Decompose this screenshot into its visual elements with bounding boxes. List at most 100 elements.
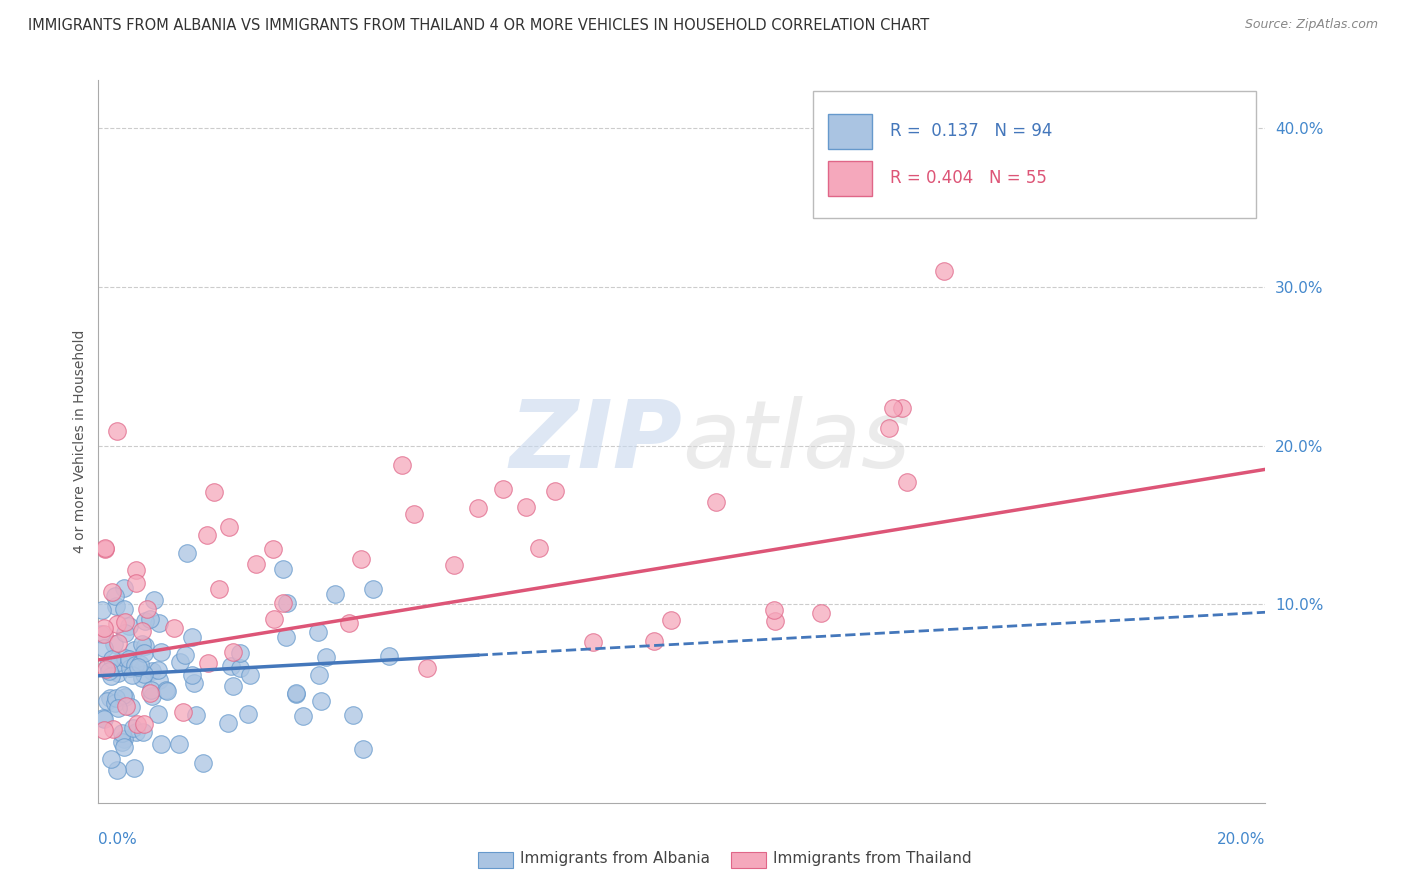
Point	[120, 661, 142, 675]
Point	[131, 672, 153, 686]
Point	[111, 726, 134, 740]
Point	[101, 652, 124, 666]
Point	[100, 690, 122, 705]
Text: IMMIGRANTS FROM ALBANIA VS IMMIGRANTS FROM THAILAND 4 OR MORE VEHICLES IN HOUSEH: IMMIGRANTS FROM ALBANIA VS IMMIGRANTS FR…	[28, 18, 929, 33]
Point	[271, 596, 294, 610]
Point	[276, 630, 298, 644]
Point	[122, 761, 145, 775]
Point	[763, 614, 786, 628]
Point	[136, 601, 159, 615]
Text: Immigrants from Albania: Immigrants from Albania	[520, 851, 710, 865]
Point	[141, 665, 163, 679]
Point	[515, 500, 537, 514]
Text: R =  0.137   N = 94: R = 0.137 N = 94	[890, 122, 1052, 140]
Point	[229, 646, 252, 660]
Point	[311, 694, 333, 708]
Point	[271, 562, 294, 576]
Point	[543, 483, 565, 498]
Point	[208, 582, 231, 597]
Point	[141, 690, 163, 704]
Point	[155, 682, 177, 697]
Point	[104, 691, 127, 706]
Point	[107, 666, 129, 681]
Point	[100, 752, 122, 766]
Point	[183, 675, 205, 690]
Point	[139, 612, 162, 626]
Point	[342, 708, 364, 723]
Point	[285, 687, 308, 701]
Point	[167, 738, 190, 752]
Point	[146, 706, 169, 721]
Point	[882, 401, 904, 415]
Point	[245, 557, 267, 571]
Point	[181, 631, 204, 645]
Point	[100, 669, 122, 683]
Point	[202, 485, 225, 500]
Point	[91, 711, 114, 725]
Point	[163, 622, 186, 636]
Point	[149, 737, 172, 751]
Point	[112, 602, 135, 616]
Point	[122, 643, 145, 657]
Text: R = 0.404   N = 55: R = 0.404 N = 55	[890, 169, 1046, 186]
FancyBboxPatch shape	[828, 161, 872, 196]
Point	[148, 673, 170, 687]
Point	[276, 596, 298, 610]
Point	[222, 679, 245, 693]
Text: 0.0%: 0.0%	[98, 831, 138, 847]
Point	[132, 667, 155, 681]
Point	[284, 686, 307, 700]
Point	[527, 541, 550, 556]
Point	[107, 701, 129, 715]
Point	[262, 541, 284, 556]
FancyBboxPatch shape	[828, 114, 872, 149]
Point	[337, 615, 360, 630]
Point	[114, 690, 136, 705]
Point	[105, 763, 128, 777]
FancyBboxPatch shape	[813, 91, 1256, 218]
Point	[217, 716, 239, 731]
Point	[879, 421, 901, 435]
Point	[112, 688, 135, 702]
Point	[93, 621, 115, 635]
Point	[415, 660, 437, 674]
Point	[114, 650, 136, 665]
Point	[307, 625, 329, 640]
Point	[107, 424, 129, 438]
Point	[890, 401, 912, 416]
Point	[118, 619, 141, 633]
Point	[132, 725, 155, 739]
Point	[148, 615, 170, 630]
Point	[125, 725, 148, 739]
Point	[97, 657, 120, 672]
Point	[229, 661, 252, 675]
Point	[96, 694, 118, 708]
Point	[263, 612, 285, 626]
Point	[114, 626, 136, 640]
Point	[127, 660, 149, 674]
Point	[197, 656, 219, 670]
Point	[134, 647, 156, 661]
Point	[124, 563, 146, 577]
Point	[308, 668, 330, 682]
Point	[112, 739, 135, 754]
Point	[114, 699, 136, 714]
Point	[107, 636, 129, 650]
Point	[104, 696, 127, 710]
Point	[93, 712, 115, 726]
Point	[94, 662, 117, 676]
Point	[114, 615, 136, 629]
Point	[239, 668, 262, 682]
Text: Source: ZipAtlas.com: Source: ZipAtlas.com	[1244, 18, 1378, 31]
Point	[134, 639, 156, 653]
Point	[934, 264, 956, 278]
Point	[169, 655, 191, 669]
Point	[176, 546, 198, 560]
Point	[93, 627, 115, 641]
Point	[896, 475, 918, 489]
Point	[128, 657, 150, 672]
Point	[173, 648, 195, 662]
Point	[134, 614, 156, 628]
Point	[181, 668, 204, 682]
Text: 20.0%: 20.0%	[1218, 831, 1265, 847]
